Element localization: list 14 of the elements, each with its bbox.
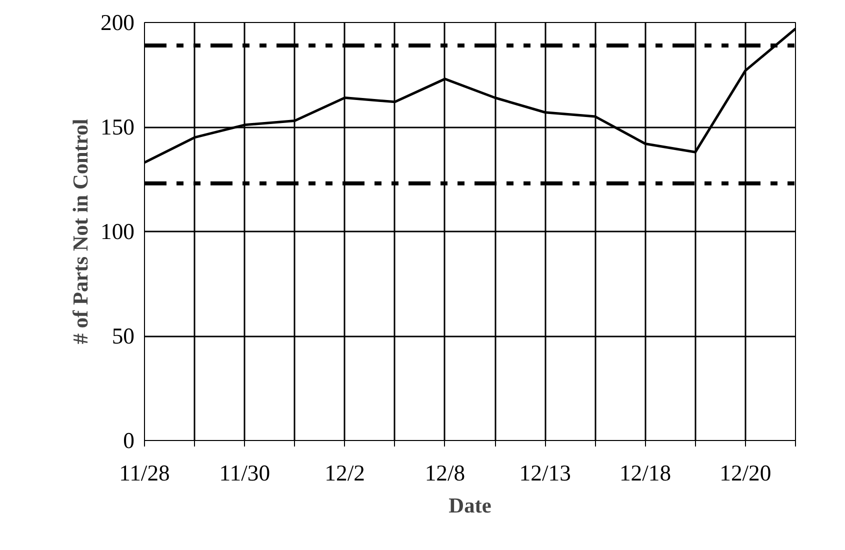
x-tick-label: 12/8 xyxy=(424,460,466,486)
y-tick-label: 0 xyxy=(123,428,134,453)
y-tick-label: 150 xyxy=(100,114,134,140)
x-tick-label: 11/28 xyxy=(119,460,170,486)
x-tick-label: 12/20 xyxy=(720,460,772,486)
x-tick-label: 12/2 xyxy=(324,460,365,486)
y-tick-label: 200 xyxy=(100,10,134,35)
y-tick-label: 50 xyxy=(112,324,134,348)
x-tick-label: 12/18 xyxy=(619,460,672,486)
x-axis-title: Date xyxy=(448,494,492,518)
x-tick-label: 11/30 xyxy=(219,460,270,486)
y-axis-title: # of Parts Not in Control xyxy=(68,118,93,344)
x-tick-label: 12/13 xyxy=(519,460,571,486)
y-tick-label: 100 xyxy=(100,219,134,244)
